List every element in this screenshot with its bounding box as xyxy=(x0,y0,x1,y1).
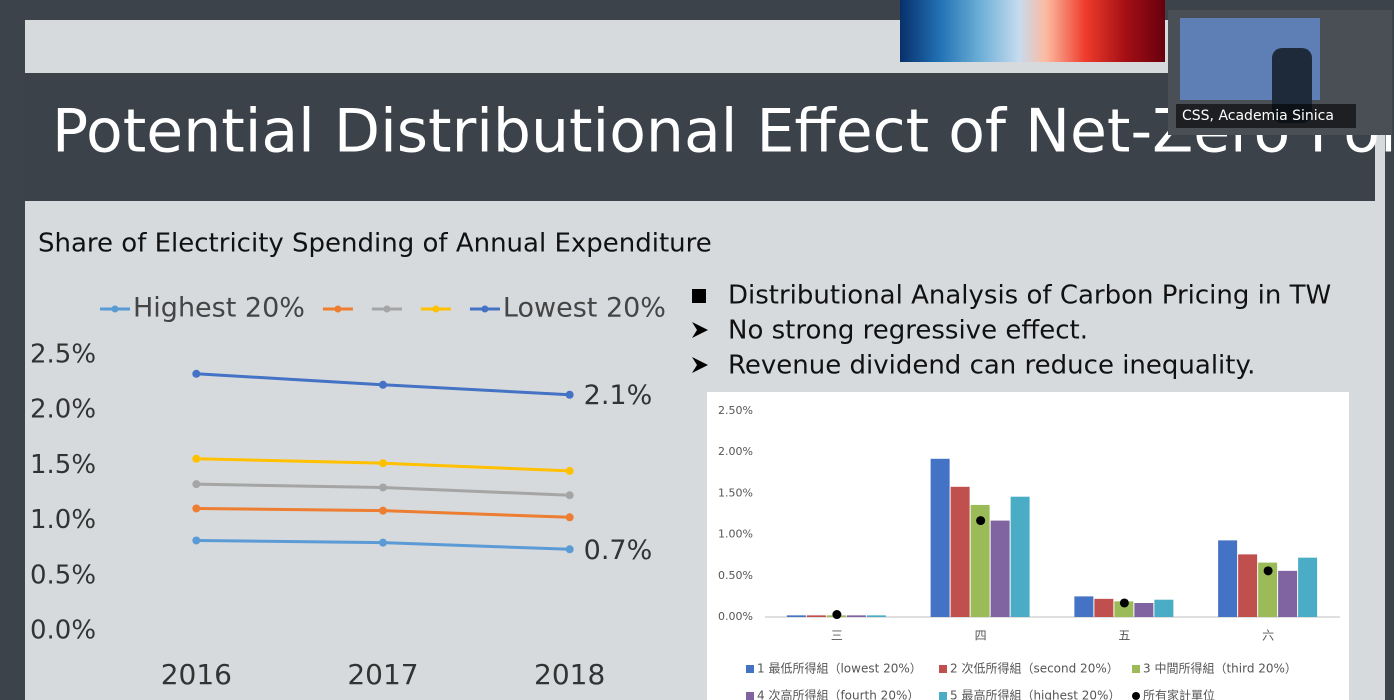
legend-marker xyxy=(939,665,947,673)
point xyxy=(379,483,387,492)
bar xyxy=(806,615,826,617)
x-tick-label: 2018 xyxy=(534,658,605,691)
x-tick-label: 2017 xyxy=(347,658,418,691)
chart-title: Share of Electricity Spending of Annual … xyxy=(38,229,712,259)
bullet-arrow xyxy=(692,357,708,373)
x-tick-label: 2016 xyxy=(161,658,232,691)
bar xyxy=(866,615,886,617)
video-caption: CSS, Academia Sinica xyxy=(1182,108,1334,124)
x-tick-label: 六 xyxy=(1262,629,1274,643)
point xyxy=(379,380,387,389)
value-label: 2.1% xyxy=(584,380,653,411)
bar xyxy=(1114,601,1134,617)
bar xyxy=(990,520,1010,617)
legend-marker xyxy=(334,305,342,313)
legend-marker xyxy=(746,665,754,673)
y-tick-label: 2.50% xyxy=(718,404,753,417)
bullet-square xyxy=(692,289,706,303)
y-tick-label: 1.00% xyxy=(718,528,753,541)
bullet: Revenue dividend can reduce inequality. xyxy=(728,351,1255,381)
legend-label: 5 最高所得組（highest 20%） xyxy=(950,688,1120,700)
dot xyxy=(976,516,986,526)
point xyxy=(565,491,574,500)
point xyxy=(379,538,387,547)
y-tick-label: 2.5% xyxy=(30,340,96,370)
x-tick-label: 三 xyxy=(831,629,843,643)
x-tick-label: 五 xyxy=(1118,629,1130,643)
bar xyxy=(1010,496,1030,617)
point xyxy=(379,506,387,515)
point xyxy=(192,480,201,489)
bar xyxy=(1134,602,1154,617)
dot xyxy=(1263,566,1273,576)
bar xyxy=(1154,599,1174,617)
legend-marker xyxy=(432,305,440,313)
bar xyxy=(950,486,970,617)
bar xyxy=(1074,596,1094,617)
point xyxy=(565,513,574,522)
y-tick-label: 1.50% xyxy=(718,486,753,499)
legend-marker xyxy=(383,305,391,313)
y-tick-label: 2.00% xyxy=(718,445,753,458)
caption-bg xyxy=(1176,104,1356,128)
legend-label: 所有家計單位 xyxy=(1143,688,1215,700)
legend-label: Highest 20% xyxy=(133,293,305,324)
warming-stripes xyxy=(900,0,1165,62)
legend-marker xyxy=(1132,665,1140,673)
bar xyxy=(1258,562,1278,617)
bar xyxy=(970,504,990,617)
y-tick-label: 0.50% xyxy=(718,569,753,582)
bullet: No strong regressive effect. xyxy=(728,316,1088,346)
legend-label: Lowest 20% xyxy=(503,293,666,324)
bar xyxy=(1278,570,1298,617)
bullet-arrow xyxy=(692,322,708,338)
point xyxy=(192,536,201,545)
value-label: 0.7% xyxy=(584,535,653,566)
bar xyxy=(786,615,806,617)
y-tick-label: 1.5% xyxy=(30,450,96,480)
legend-label: 3 中間所得組（third 20%） xyxy=(1143,661,1297,676)
bar xyxy=(1238,554,1258,617)
title-bar xyxy=(25,73,1375,201)
y-tick-label: 1.0% xyxy=(30,505,96,535)
point xyxy=(565,466,574,475)
y-tick-label: 0.5% xyxy=(30,560,96,590)
legend-marker xyxy=(111,305,119,313)
point xyxy=(565,545,574,554)
y-tick-label: 2.0% xyxy=(30,395,96,425)
bar xyxy=(930,458,950,617)
x-tick-label: 四 xyxy=(975,629,987,643)
legend-label: 4 次高所得組（fourth 20%） xyxy=(757,688,919,700)
y-tick-label: 0.00% xyxy=(718,610,753,623)
point xyxy=(565,390,574,399)
legend-marker xyxy=(939,692,947,700)
legend-label: 2 次低所得組（second 20%） xyxy=(950,661,1119,676)
legend-marker xyxy=(746,692,754,700)
point xyxy=(192,369,201,378)
legend-marker xyxy=(481,305,489,313)
bar xyxy=(1298,557,1318,617)
bullet: Distributional Analysis of Carbon Pricin… xyxy=(728,281,1331,311)
bar xyxy=(1094,598,1114,617)
legend-label: 1 最低所得組（lowest 20%） xyxy=(757,661,922,676)
dot xyxy=(832,610,842,620)
legend-marker xyxy=(1132,692,1140,700)
point xyxy=(192,504,201,513)
y-tick-label: 0.0% xyxy=(30,616,96,646)
bar xyxy=(1218,540,1238,617)
point xyxy=(192,454,201,463)
dot xyxy=(1119,598,1129,608)
bar xyxy=(846,615,866,617)
point xyxy=(379,459,387,468)
